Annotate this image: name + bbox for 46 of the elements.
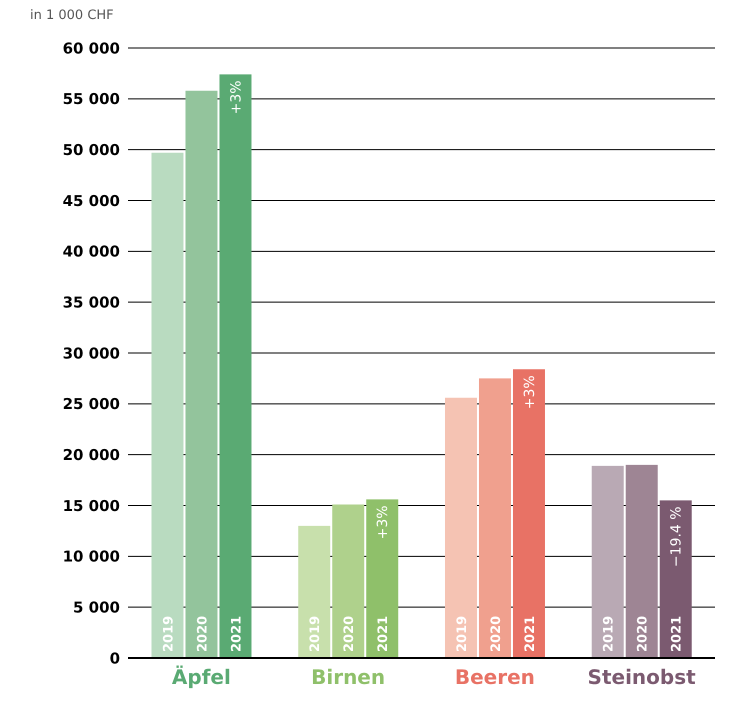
bar xyxy=(298,526,330,658)
x-tick-label: Äpfel xyxy=(172,665,231,689)
y-tick-label: 10 000 xyxy=(62,548,120,566)
series-label: 2021 xyxy=(229,616,244,652)
bar xyxy=(366,499,398,658)
bar xyxy=(185,90,218,658)
text: 2021 xyxy=(522,616,538,652)
annotation: +3% xyxy=(228,80,244,114)
bar xyxy=(332,504,364,658)
annotation: +3% xyxy=(522,375,538,410)
y-tick-label: 45 000 xyxy=(62,192,120,210)
x-tick-label: Steinobst xyxy=(588,665,696,689)
x-tick-label: Beeren xyxy=(454,665,535,689)
y-tick-label: 40 000 xyxy=(62,242,120,261)
bar xyxy=(626,464,658,658)
y-axis-title: in 1 000 CHF xyxy=(30,8,115,25)
bar xyxy=(478,378,511,658)
text: 2021 xyxy=(670,616,685,652)
y-tick-label: 30 000 xyxy=(62,344,120,362)
text: 2020 xyxy=(488,616,504,652)
text: 2019 xyxy=(308,616,324,652)
annotation: +3% xyxy=(375,505,392,540)
y-tick-label: 15 000 xyxy=(62,496,120,515)
y-tick-label: 5 000 xyxy=(73,598,120,616)
bar xyxy=(444,398,477,658)
bar xyxy=(512,369,545,658)
bar xyxy=(592,466,624,658)
y-tick-label: 60 000 xyxy=(62,39,120,58)
x-tick-label: Birnen xyxy=(311,665,386,689)
y-tick-label: 35 000 xyxy=(62,293,120,312)
series-label: 2020 xyxy=(195,616,210,652)
text: 2019 xyxy=(454,616,470,652)
text: 2020 xyxy=(636,616,651,652)
bar xyxy=(660,500,692,658)
y-tick-label: 0 xyxy=(110,649,120,668)
text: 2019 xyxy=(602,616,617,652)
text: 2021 xyxy=(376,616,392,652)
y-tick-label: 25 000 xyxy=(62,395,120,414)
y-tick-label: 55 000 xyxy=(62,90,120,108)
bar xyxy=(219,74,252,658)
series-label: 2019 xyxy=(161,616,176,652)
bar xyxy=(151,152,184,658)
annotation: −19.4 % xyxy=(668,506,685,568)
y-tick-label: 50 000 xyxy=(62,140,120,159)
text: 2020 xyxy=(342,616,358,652)
y-tick-label: 20 000 xyxy=(62,446,120,464)
